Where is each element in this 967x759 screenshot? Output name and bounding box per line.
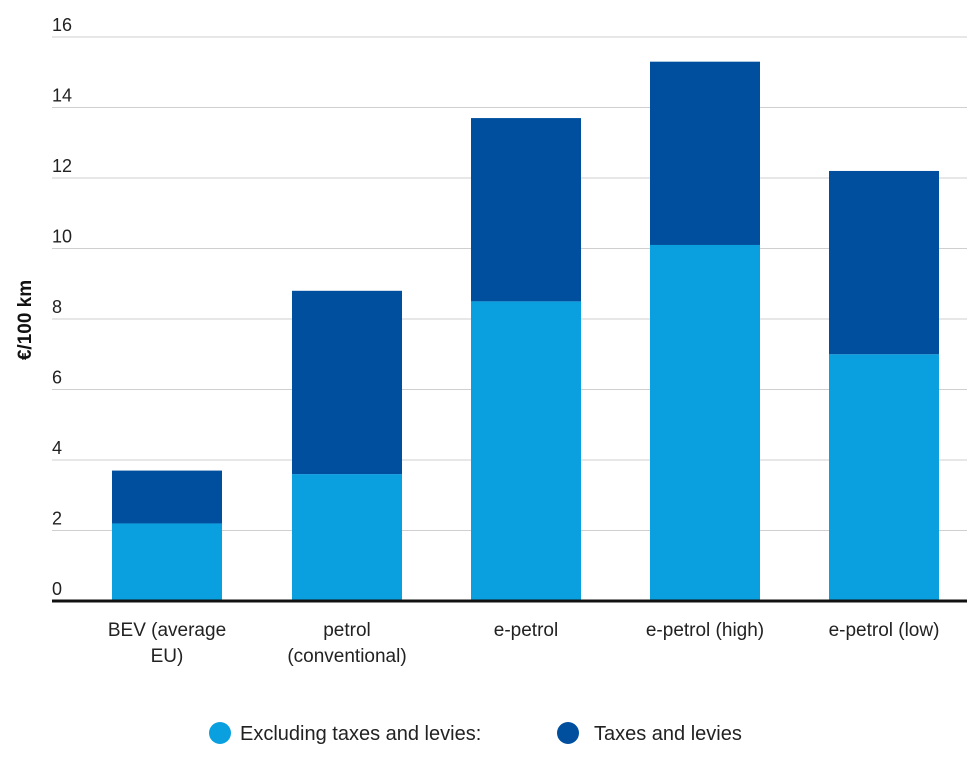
legend-swatch (557, 722, 579, 744)
x-tick-labels: BEV (average EU) petrol (conventional) e-pet… (108, 620, 940, 667)
y-tick-label: 4 (52, 438, 62, 458)
y-tick-label: 12 (52, 156, 72, 176)
bar-excluding-taxes (650, 244, 760, 601)
y-tick-label: 0 (52, 579, 62, 599)
legend-label: Excluding taxes and levies: (240, 723, 481, 745)
y-tick-label: 14 (52, 86, 72, 106)
bar-taxes-levies (471, 118, 581, 302)
y-tick-label: 10 (52, 227, 72, 247)
x-tick-label: BEV (average (108, 620, 226, 641)
bar-taxes-levies (829, 170, 939, 355)
y-tick-label: 2 (52, 509, 62, 529)
y-tick-labels: 0 2 4 6 8 10 12 14 16 (52, 15, 72, 599)
legend: Excluding taxes and levies: Taxes and lev… (209, 722, 742, 745)
bar-taxes-levies (292, 290, 402, 475)
x-tick-label: (conventional) (287, 646, 406, 667)
x-tick-label: e-petrol (high) (646, 620, 764, 641)
y-tick-label: 16 (52, 15, 72, 35)
y-axis-title: €/100 km (15, 280, 36, 360)
bar-excluding-taxes (112, 523, 222, 601)
bar-excluding-taxes (292, 474, 402, 601)
bar-excluding-taxes (471, 301, 581, 601)
bar-taxes-levies (112, 470, 222, 524)
legend-swatch (209, 722, 231, 744)
x-tick-label: EU) (151, 646, 184, 667)
x-tick-label: petrol (323, 620, 371, 641)
bar-excluding-taxes (829, 354, 939, 601)
x-tick-label: e-petrol (low) (829, 620, 940, 641)
x-tick-label: e-petrol (494, 620, 558, 641)
bars (112, 61, 939, 601)
bar-taxes-levies (650, 61, 760, 245)
y-tick-label: 8 (52, 297, 62, 317)
legend-label: Taxes and levies (594, 723, 742, 745)
y-tick-label: 6 (52, 368, 62, 388)
